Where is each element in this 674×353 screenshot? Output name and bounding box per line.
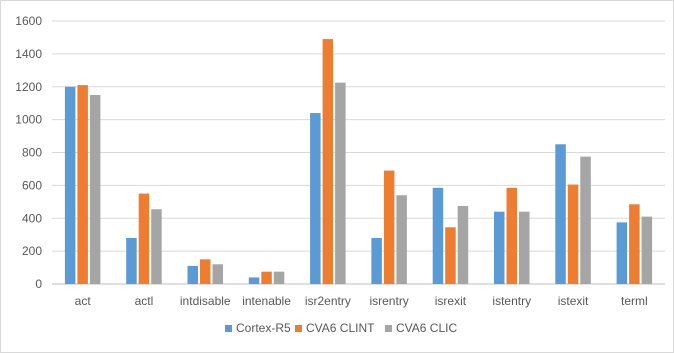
bar-terml-cva6-clic (641, 216, 653, 284)
x-tick-label: intenable (242, 294, 291, 308)
bar-act-cva6-clint (77, 85, 88, 284)
bar-intenable-cva6-clint (261, 271, 272, 284)
bar-istexit-cva6-clic (580, 156, 591, 284)
bar-terml-cva6-clint (629, 204, 640, 284)
bar-istentry-cva6-clint (506, 187, 517, 284)
bar-intdisable-cva6-clint (200, 259, 211, 284)
bar-isr2entry-cortex-r5 (310, 113, 321, 284)
bar-isrexit-cortex-r5 (432, 187, 444, 284)
y-tick-label: 400 (22, 211, 42, 225)
bar-isr2entry-cva6-clic (335, 82, 346, 284)
x-tick-label: intdisable (180, 294, 231, 308)
legend-label: CVA6 CLIC (396, 321, 457, 335)
x-axis-labels: act actl intdisable intenable isr2entry isren… (75, 294, 648, 308)
y-tick-label: 1600 (15, 14, 42, 28)
bar-istentry-cva6-clic (519, 211, 530, 284)
bar-isr2entry-cva6-clint (322, 39, 334, 284)
bar-actl-cva6-clic (151, 209, 162, 284)
x-tick-label: terml (621, 294, 648, 308)
bars (64, 39, 653, 284)
bar-intenable-cortex-r5 (248, 277, 260, 284)
y-tick-label: 1400 (15, 47, 42, 61)
x-tick-label: istentry (492, 294, 531, 308)
y-tick-label: 0 (35, 277, 42, 291)
bar-isrentry-cortex-r5 (371, 237, 382, 284)
bar-act-cva6-clic (89, 94, 101, 284)
bar-isrentry-cva6-clint (383, 170, 395, 284)
y-tick-label: 600 (22, 178, 42, 192)
bar-act-cortex-r5 (64, 86, 76, 284)
legend-label: Cortex-R5 (236, 321, 291, 335)
bar-isrexit-cva6-clic (457, 205, 469, 284)
x-tick-label: actl (135, 294, 154, 308)
x-tick-label: istexit (558, 294, 589, 308)
x-tick-label: isr2entry (305, 294, 351, 308)
x-tick-label: act (75, 294, 92, 308)
y-tick-label: 200 (22, 244, 42, 258)
legend-swatch (225, 325, 232, 332)
bar-terml-cortex-r5 (616, 222, 628, 284)
bar-istexit-cva6-clint (567, 184, 579, 284)
y-tick-label: 800 (22, 146, 42, 160)
legend-swatch (295, 325, 302, 332)
bar-intenable-cva6-clic (273, 271, 285, 284)
y-tick-label: 1200 (15, 80, 42, 94)
bar-isrentry-cva6-clic (396, 195, 407, 284)
bar-actl-cva6-clint (138, 193, 150, 284)
bar-actl-cortex-r5 (126, 237, 137, 284)
y-tick-label: 1000 (15, 113, 42, 127)
legend-swatch (385, 325, 392, 332)
x-tick-label: isrexit (435, 294, 467, 308)
bar-istexit-cortex-r5 (555, 144, 566, 284)
y-axis-ticks: 0 200 400 600 800 1000 1200 1400 1600 (15, 14, 42, 291)
bar-intdisable-cva6-clic (212, 264, 223, 284)
x-tick-label: isrentry (369, 294, 408, 308)
legend-label: CVA6 CLINT (306, 321, 375, 335)
bar-isrexit-cva6-clint (445, 227, 456, 284)
legend: Cortex-R5 CVA6 CLINT CVA6 CLIC (225, 321, 457, 335)
bar-intdisable-cortex-r5 (187, 265, 198, 284)
bar-istentry-cortex-r5 (494, 211, 505, 284)
